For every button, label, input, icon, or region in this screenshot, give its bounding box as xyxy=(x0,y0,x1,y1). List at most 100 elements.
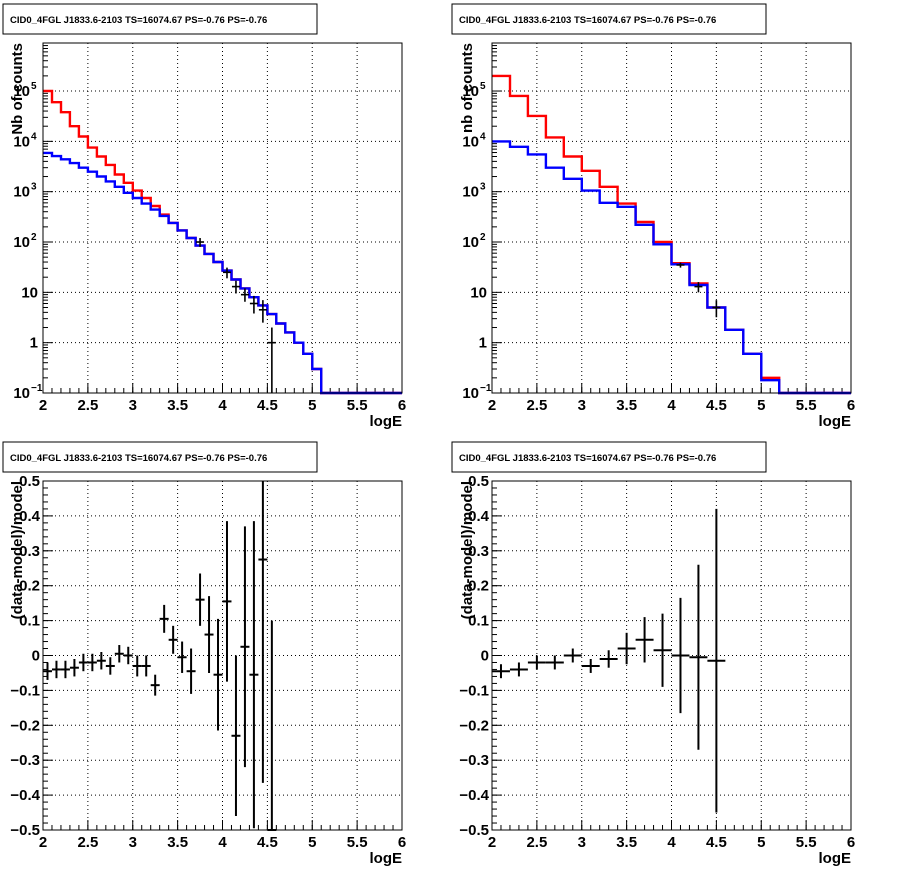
residual-point xyxy=(231,655,241,817)
residual-point xyxy=(186,648,196,694)
residual-point xyxy=(653,613,672,687)
data-point xyxy=(240,288,249,302)
y-tick-exponent: 4 xyxy=(31,131,37,142)
y-tick-label: 1 xyxy=(30,335,38,352)
residual-point xyxy=(509,662,528,677)
plot-frame xyxy=(491,480,852,831)
x-tick-label: 3.5 xyxy=(167,397,188,414)
residual-point xyxy=(635,617,654,663)
residual-point xyxy=(159,604,169,633)
y-tick-exponent: 4 xyxy=(480,131,486,142)
x-tick-label: 4 xyxy=(667,834,676,851)
data-point xyxy=(196,238,205,247)
residual-point xyxy=(492,664,510,679)
residual-point xyxy=(249,521,259,829)
chart-title: CID0_4FGL J1833.6-2103 TS=16074.67 PS=-0… xyxy=(459,15,716,26)
chart-title: CID0_4FGL J1833.6-2103 TS=16074.67 PS=-0… xyxy=(10,453,267,464)
x-tick-label: 3.5 xyxy=(616,834,637,851)
chart-panel-1: CID0_4FGL J1833.6-2103 TS=16074.67 PS=-0… xyxy=(451,3,855,430)
residual-point xyxy=(545,655,564,670)
y-tick-label: −0.3 xyxy=(459,752,489,769)
histogram-series-1 xyxy=(492,140,851,395)
residual-point xyxy=(69,658,79,677)
x-axis-title: logE xyxy=(370,850,403,867)
residual-point xyxy=(60,660,70,679)
y-tick-label: 0.4 xyxy=(19,508,41,525)
residual-point xyxy=(123,646,133,665)
residual-point xyxy=(51,660,61,679)
chart-title: CID0_4FGL J1833.6-2103 TS=16074.67 PS=-0… xyxy=(10,15,267,26)
y-tick-label: 0.4 xyxy=(468,508,490,525)
data-point xyxy=(258,300,267,323)
y-tick-exponent: 2 xyxy=(31,232,37,243)
residual-point xyxy=(96,652,106,670)
y-tick-label: 10 xyxy=(470,284,487,301)
residual-point xyxy=(563,648,582,663)
y-tick-label: 0.2 xyxy=(468,578,489,595)
plot-frame xyxy=(491,42,852,394)
y-axis-title: (data-model)/model xyxy=(9,481,26,619)
x-tick-label: 2 xyxy=(488,834,496,851)
x-tick-label: 6 xyxy=(847,397,855,414)
y-tick-label: 10 xyxy=(21,284,38,301)
y-tick-exponent: −1 xyxy=(480,383,492,394)
y-tick-label: 10 xyxy=(13,385,30,402)
y-tick-label: 10 xyxy=(462,133,479,150)
residual-point xyxy=(707,508,726,813)
x-tick-label: 4 xyxy=(667,397,676,414)
residual-point xyxy=(527,655,546,670)
plot-frame xyxy=(42,480,403,831)
residual-point xyxy=(671,597,690,714)
x-tick-label: 4.5 xyxy=(257,834,278,851)
data-point xyxy=(249,295,258,314)
y-tick-label: 0.3 xyxy=(468,543,489,560)
x-tick-label: 5.5 xyxy=(796,397,817,414)
x-tick-label: 3 xyxy=(578,397,586,414)
y-tick-label: −0.5 xyxy=(459,822,489,839)
data-point xyxy=(694,282,703,293)
y-tick-label: −0.2 xyxy=(10,717,40,734)
x-tick-label: 5 xyxy=(757,397,765,414)
x-axis-title: logE xyxy=(819,413,852,430)
x-tick-label: 3 xyxy=(129,834,137,851)
data-point xyxy=(231,280,240,294)
residual-point xyxy=(599,650,618,668)
x-axis-title: logE xyxy=(370,413,403,430)
x-tick-label: 6 xyxy=(398,834,406,851)
x-tick-label: 4 xyxy=(218,834,227,851)
y-tick-label: 10 xyxy=(462,184,479,201)
title-box xyxy=(2,3,318,35)
data-point xyxy=(676,262,685,268)
x-tick-label: 6 xyxy=(398,397,406,414)
x-tick-label: 3.5 xyxy=(167,834,188,851)
data-point xyxy=(712,300,721,318)
y-tick-label: 0.3 xyxy=(19,543,40,560)
y-tick-label: −0.2 xyxy=(459,717,489,734)
y-tick-label: 0 xyxy=(481,648,489,665)
x-tick-label: 5.5 xyxy=(347,397,368,414)
residual-point xyxy=(581,658,600,673)
y-axis-title: (data-model)/model xyxy=(459,481,476,619)
x-tick-label: 3 xyxy=(129,397,137,414)
x-tick-label: 4.5 xyxy=(706,834,727,851)
chart-panel-0: CID0_4FGL J1833.6-2103 TS=16074.67 PS=-0… xyxy=(2,3,406,430)
y-tick-exponent: −1 xyxy=(31,383,43,394)
y-tick-exponent: 5 xyxy=(480,81,486,92)
y-tick-label: 10 xyxy=(13,83,30,100)
residual-point xyxy=(150,674,160,696)
y-tick-label: 10 xyxy=(462,234,479,251)
title-box xyxy=(451,441,767,473)
residual-point xyxy=(258,481,268,783)
chart-panel-2: CID0_4FGL J1833.6-2103 TS=16074.67 PS=-0… xyxy=(2,441,406,867)
residual-point xyxy=(43,662,52,680)
y-tick-exponent: 3 xyxy=(31,182,37,193)
residual-point xyxy=(114,645,124,663)
y-tick-exponent: 5 xyxy=(31,81,37,92)
y-tick-label: 0 xyxy=(32,648,40,665)
residual-point xyxy=(195,573,205,626)
y-tick-label: 1 xyxy=(479,335,487,352)
x-tick-label: 2.5 xyxy=(77,397,98,414)
x-tick-label: 2.5 xyxy=(526,397,547,414)
residual-point xyxy=(240,526,250,768)
